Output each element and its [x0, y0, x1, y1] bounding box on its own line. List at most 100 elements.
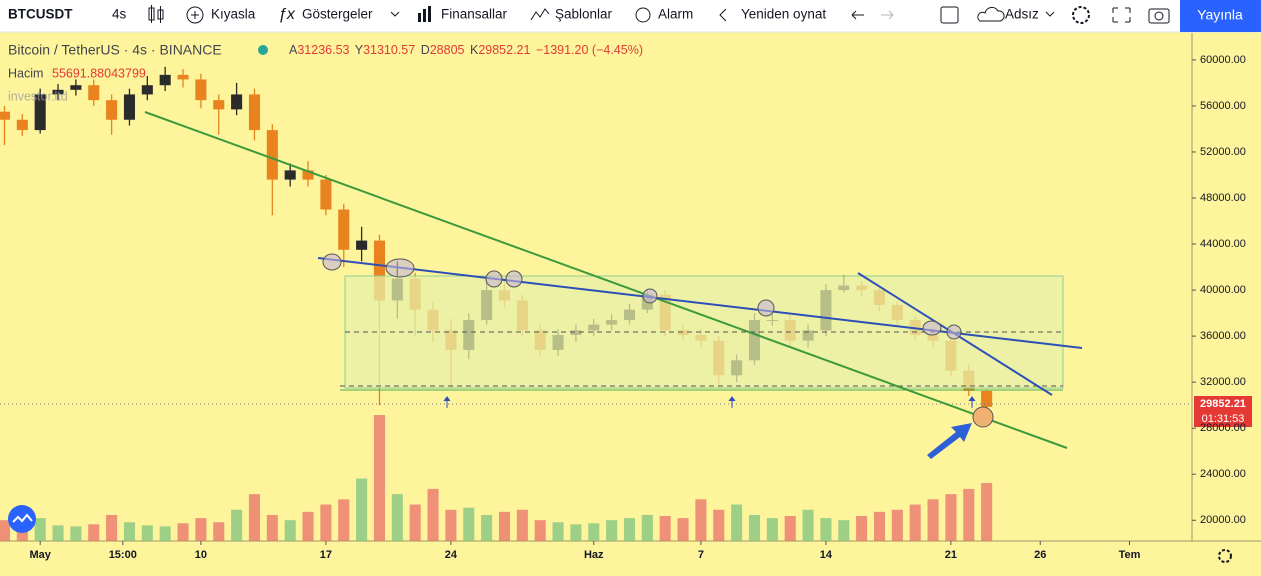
volume-bar	[516, 509, 528, 541]
indicators-icon[interactable]: ƒx	[278, 6, 296, 23]
settings-icon[interactable]	[1072, 6, 1090, 24]
publish-button-bg[interactable]	[1180, 0, 1261, 32]
marker	[946, 324, 962, 340]
axis-settings[interactable]	[1218, 549, 1232, 563]
chevron[interactable]	[1045, 11, 1055, 17]
marker	[385, 258, 415, 278]
candle-body	[320, 179, 332, 210]
candle-body	[231, 94, 243, 110]
ohlc-legend: A31236.53 Y31310.57 D28805 K29852.21 −13…	[289, 43, 643, 57]
replay-icon[interactable]	[719, 8, 727, 22]
ohlc-label: K	[470, 43, 479, 57]
volume-bar	[302, 511, 314, 541]
candle-body	[0, 111, 11, 120]
candle-body	[88, 85, 100, 101]
candle-body	[16, 119, 28, 131]
volume-bar	[909, 504, 921, 541]
compare-icon[interactable]	[186, 6, 204, 24]
templates-icon[interactable]	[530, 8, 550, 21]
y-tick-label: 52000.00	[1200, 146, 1246, 158]
volume-bar	[677, 518, 689, 541]
y-tick-label: 60000.00	[1200, 54, 1246, 66]
volume-bar	[873, 511, 886, 541]
alarm-button[interactable]: Alarm	[658, 7, 693, 22]
volume-bar	[320, 504, 332, 541]
financials-icon[interactable]	[418, 6, 431, 22]
marker	[642, 288, 658, 304]
compare-button[interactable]: Kıyasla	[211, 7, 256, 22]
logo-mark	[12, 513, 33, 523]
price-tag	[1194, 396, 1252, 427]
volume-bar	[570, 524, 582, 541]
volume-bar	[891, 509, 903, 541]
volume-bar	[52, 525, 64, 541]
candle-body	[302, 170, 314, 180]
redo-icon[interactable]	[881, 10, 894, 20]
volume-bar	[141, 525, 153, 541]
interval[interactable]: 4s	[112, 7, 127, 22]
publish-button[interactable]: Yayınla	[1197, 7, 1243, 23]
up-arrow	[968, 396, 976, 408]
volume-bar	[88, 524, 100, 541]
symbol[interactable]: BTCUSDT	[8, 7, 73, 22]
layout-icon[interactable]	[940, 6, 959, 24]
y-tick-label: 44000.00	[1200, 238, 1246, 250]
indicators-button[interactable]: Göstergeler	[302, 7, 373, 22]
fullscreen-icon[interactable]	[1112, 7, 1131, 23]
layout-name[interactable]: Adsız	[1005, 7, 1039, 22]
x-tick-label: 7	[698, 549, 704, 561]
up-arrow	[443, 396, 451, 408]
undo-icon[interactable]	[851, 10, 864, 20]
y-tick-label: 40000.00	[1200, 284, 1246, 296]
volume-bar	[463, 507, 475, 541]
marker	[505, 270, 523, 288]
candle-body	[177, 74, 189, 80]
logo[interactable]	[8, 505, 36, 533]
replay-button[interactable]: Yeniden oynat	[741, 7, 826, 22]
x-tick-label: Tem	[1119, 549, 1141, 561]
financials-button[interactable]: Finansallar	[441, 7, 508, 22]
volume-bar	[856, 516, 868, 541]
y-tick-label: 24000.00	[1200, 468, 1246, 480]
volume-bar	[356, 478, 368, 541]
volume-bar	[373, 415, 386, 541]
ohlc-value: 28805	[430, 43, 465, 57]
candle-body	[338, 209, 350, 250]
toolbar	[0, 0, 1261, 32]
y-tick-label: 28000.00	[1200, 422, 1246, 434]
candle-body	[123, 94, 136, 120]
candle-body	[213, 100, 225, 110]
candle-body	[195, 79, 207, 101]
volume-bar	[409, 504, 421, 541]
camera-icon[interactable]	[1148, 8, 1170, 24]
volume-bar	[963, 488, 975, 541]
volume-bar	[284, 520, 296, 541]
volume-bar	[427, 488, 439, 541]
volume-bar	[606, 520, 618, 541]
volume-bar	[802, 509, 814, 541]
candle-icon[interactable]	[148, 5, 164, 23]
x-tick-label: 24	[445, 549, 458, 561]
chevron[interactable]	[390, 11, 400, 17]
volume-bar	[248, 494, 261, 541]
volume-bar	[266, 514, 278, 541]
templates-button[interactable]: Şablonlar	[555, 7, 613, 22]
y-tick-label: 56000.00	[1200, 100, 1246, 112]
y-tick-label: 32000.00	[1200, 376, 1246, 388]
volume-bar	[498, 511, 511, 541]
watermark: investor.ltd	[8, 89, 68, 103]
candle-body	[159, 74, 171, 86]
candle-body	[284, 170, 296, 180]
alarm-icon[interactable]	[635, 7, 651, 23]
ohlc-value: 31310.57	[363, 43, 415, 57]
marker	[485, 270, 503, 288]
x-tick-label: May	[29, 549, 51, 561]
x-tick-label: 10	[195, 549, 207, 561]
change: −1391.20 (−4.45%)	[536, 43, 643, 57]
y-tick-label: 36000.00	[1200, 330, 1246, 342]
cloud-icon[interactable]	[977, 6, 1005, 22]
volume-bar	[713, 509, 725, 541]
candle-body	[52, 89, 64, 95]
